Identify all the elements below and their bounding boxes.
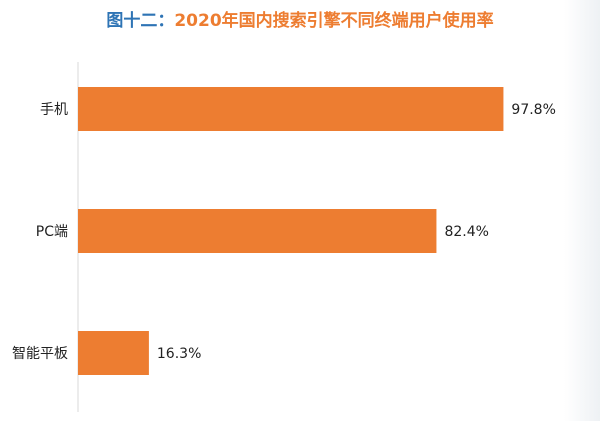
chart-title-main: 2020年国内搜索引擎不同终端用户使用率	[174, 11, 494, 31]
value-label-0: 97.8%	[511, 102, 555, 118]
value-label-2: 16.3%	[157, 346, 201, 362]
chart-title: 图十二：2020年国内搜索引擎不同终端用户使用率	[0, 6, 600, 31]
bar-1	[78, 209, 437, 253]
bar-0	[78, 87, 504, 131]
category-label-2: 智能平板	[12, 346, 68, 362]
right-edge-shade	[564, 0, 600, 421]
category-label-1: PC端	[36, 224, 68, 240]
chart-title-prefix: 图十二：	[106, 11, 175, 31]
bar-2	[78, 331, 149, 375]
category-label-0: 手机	[40, 102, 68, 118]
value-label-1: 82.4%	[444, 224, 488, 240]
